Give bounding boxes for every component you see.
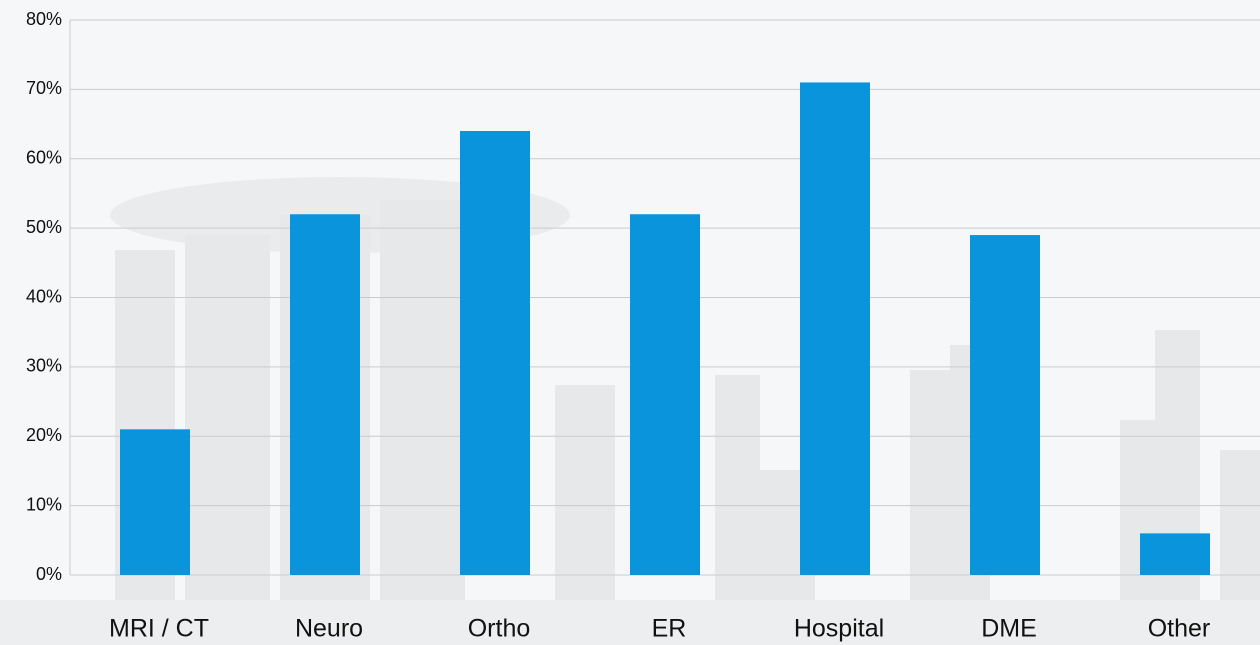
y-tick-label: 0% xyxy=(36,564,62,584)
y-tick-label: 20% xyxy=(26,425,62,445)
bar xyxy=(460,131,530,575)
y-tick-label: 50% xyxy=(26,217,62,237)
x-tick-label: ER xyxy=(652,615,687,643)
y-tick-label: 80% xyxy=(26,9,62,29)
y-tick-label: 70% xyxy=(26,78,62,98)
bar xyxy=(630,214,700,575)
x-tick-label: Hospital xyxy=(794,615,884,643)
y-tick-label: 10% xyxy=(26,494,62,514)
bar xyxy=(120,429,190,575)
x-tick-label: Neuro xyxy=(295,615,363,643)
bar xyxy=(290,214,360,575)
bar xyxy=(1140,533,1210,575)
y-tick-label: 40% xyxy=(26,286,62,306)
bar xyxy=(970,235,1040,575)
y-tick-label: 60% xyxy=(26,148,62,168)
bar xyxy=(800,82,870,575)
x-tick-label: Ortho xyxy=(468,615,531,643)
x-tick-label: DME xyxy=(981,615,1037,643)
x-tick-label: Other xyxy=(1148,615,1211,643)
x-tick-label: MRI / CT xyxy=(109,615,209,643)
y-tick-label: 30% xyxy=(26,356,62,376)
